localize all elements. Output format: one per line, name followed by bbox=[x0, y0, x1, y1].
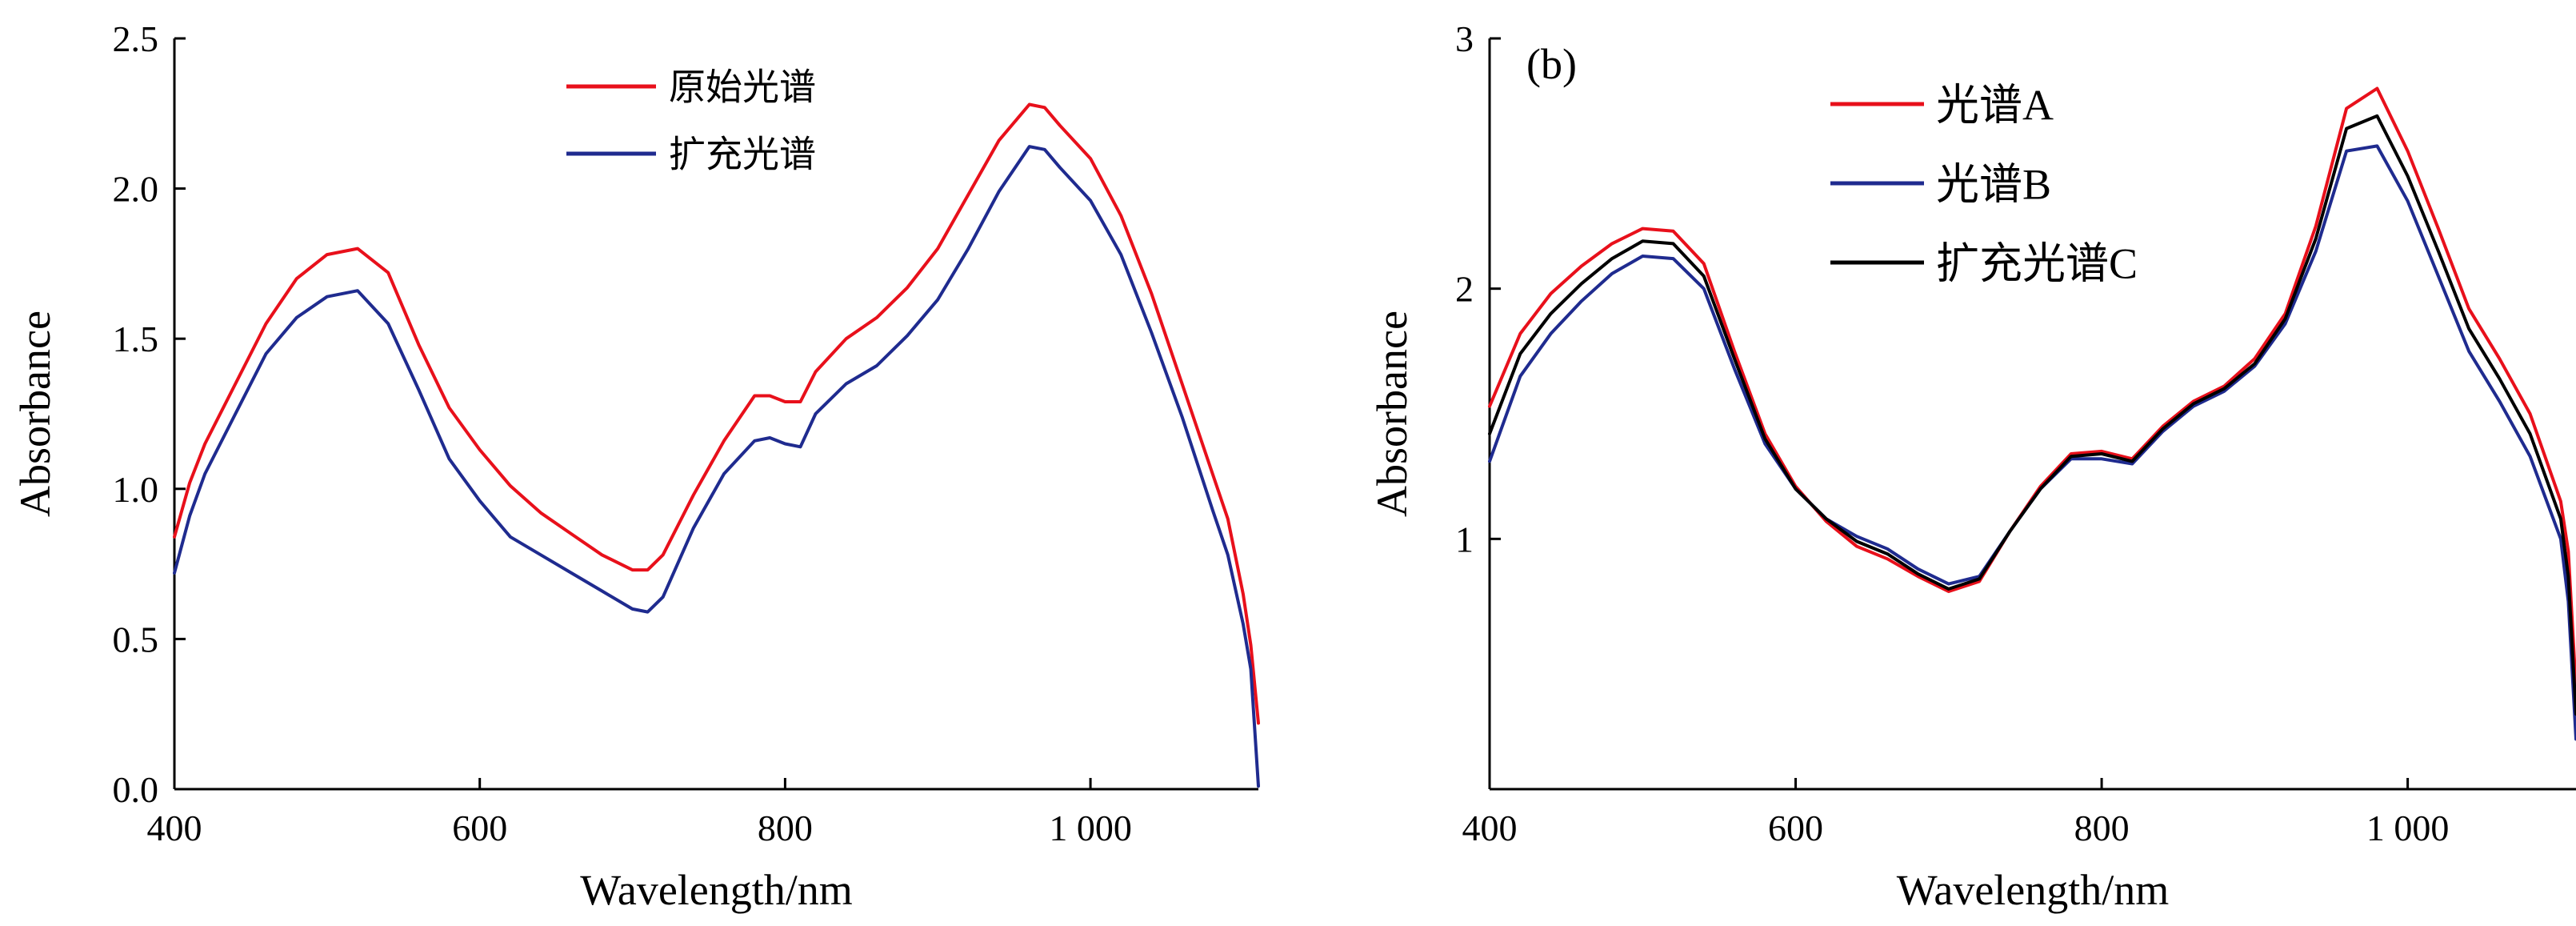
x-axis-label: Wavelength/nm bbox=[1897, 866, 2170, 914]
y-axis-label: Absorbance bbox=[1368, 311, 1416, 517]
x-tick-label: 1 000 bbox=[2366, 808, 2450, 848]
x-axis-label: Wavelength/nm bbox=[580, 866, 853, 914]
series-line-2 bbox=[1488, 144, 2576, 741]
series-line-2 bbox=[173, 145, 1260, 788]
panel-label: (b) bbox=[1526, 40, 1577, 88]
chart-panel-a: 400 600 800 1 000 0.0 0.5 1.0 1.5 2.0 2.5 Wavele… bbox=[11, 18, 1260, 914]
y-tick-label: 2.0 bbox=[113, 169, 159, 210]
y-tick-label: 1.0 bbox=[113, 469, 159, 510]
x-tick-label: 400 bbox=[1462, 808, 1518, 848]
y-tick-label: 0.5 bbox=[113, 619, 159, 659]
y-tick-label: 1.5 bbox=[113, 319, 159, 359]
y-axis-ticks: 0.0 0.5 1.0 1.5 2.0 2.5 bbox=[113, 18, 186, 810]
legend-label: 扩充光谱 bbox=[669, 134, 816, 175]
x-tick-label: 600 bbox=[452, 808, 507, 848]
y-tick-label: 3 bbox=[1455, 18, 1474, 59]
series-group bbox=[173, 102, 1260, 788]
x-tick-label: 800 bbox=[758, 808, 813, 848]
series-group bbox=[1488, 86, 2576, 741]
legend-label: 光谱B bbox=[1936, 160, 2051, 208]
y-tick-label: 2 bbox=[1455, 269, 1474, 310]
series-line-1 bbox=[173, 102, 1260, 725]
x-tick-label: 800 bbox=[2074, 808, 2130, 848]
y-axis-label: Absorbance bbox=[11, 311, 59, 517]
x-tick-label: 1 000 bbox=[1049, 808, 1132, 848]
y-tick-label: 1 bbox=[1455, 519, 1474, 559]
x-tick-label: 400 bbox=[147, 808, 202, 848]
x-tick-label: 600 bbox=[1768, 808, 1823, 848]
series-line-1 bbox=[1488, 86, 2576, 691]
legend-label: 扩充光谱C bbox=[1936, 239, 2138, 287]
chart-panel-b: 400 600 800 1 000 1 2 3 (b) Wavelength/nm Abs… bbox=[1368, 18, 2576, 914]
x-axis-ticks: 400 600 800 1 000 bbox=[147, 778, 1132, 848]
legend-label: 原始光谱 bbox=[669, 67, 816, 108]
series-line-3 bbox=[1488, 114, 2576, 716]
x-axis-ticks: 400 600 800 1 000 bbox=[1462, 778, 2450, 848]
legend-label: 光谱A bbox=[1936, 81, 2054, 129]
legend: 光谱A 光谱B 扩充光谱C bbox=[1830, 81, 2138, 287]
y-axis-ticks: 1 2 3 bbox=[1455, 18, 1501, 559]
y-tick-label: 2.5 bbox=[113, 18, 159, 59]
y-tick-label: 0.0 bbox=[113, 769, 159, 810]
